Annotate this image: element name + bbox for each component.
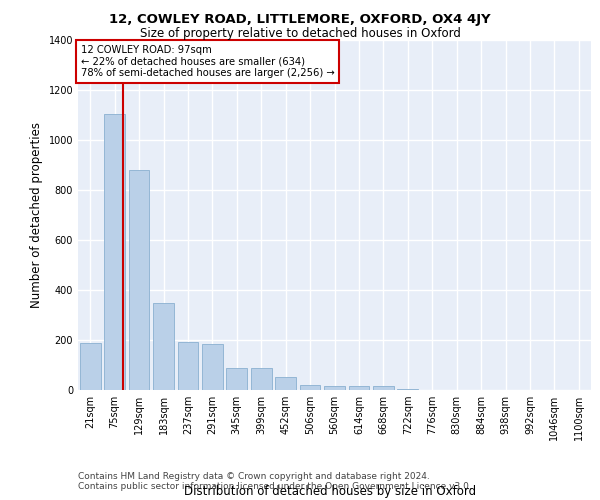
Text: Contains HM Land Registry data © Crown copyright and database right 2024.: Contains HM Land Registry data © Crown c…: [78, 472, 430, 481]
Bar: [178, 342, 199, 390]
Bar: [324, 386, 345, 390]
Text: Distribution of detached houses by size in Oxford: Distribution of detached houses by size …: [184, 484, 476, 498]
Bar: [80, 342, 101, 390]
Y-axis label: Number of detached properties: Number of detached properties: [30, 122, 43, 308]
Bar: [128, 170, 149, 390]
Bar: [373, 386, 394, 390]
Bar: [299, 385, 320, 390]
Bar: [226, 368, 247, 390]
Text: 12, COWLEY ROAD, LITTLEMORE, OXFORD, OX4 4JY: 12, COWLEY ROAD, LITTLEMORE, OXFORD, OX4…: [109, 12, 491, 26]
Text: Contains public sector information licensed under the Open Government Licence v3: Contains public sector information licen…: [78, 482, 472, 491]
Bar: [275, 377, 296, 390]
Bar: [251, 368, 272, 390]
Bar: [104, 114, 125, 390]
Bar: [202, 344, 223, 390]
Bar: [349, 386, 370, 390]
Bar: [153, 302, 174, 390]
Text: Size of property relative to detached houses in Oxford: Size of property relative to detached ho…: [140, 28, 460, 40]
Bar: [397, 389, 418, 390]
Text: 12 COWLEY ROAD: 97sqm
← 22% of detached houses are smaller (634)
78% of semi-det: 12 COWLEY ROAD: 97sqm ← 22% of detached …: [80, 46, 334, 78]
